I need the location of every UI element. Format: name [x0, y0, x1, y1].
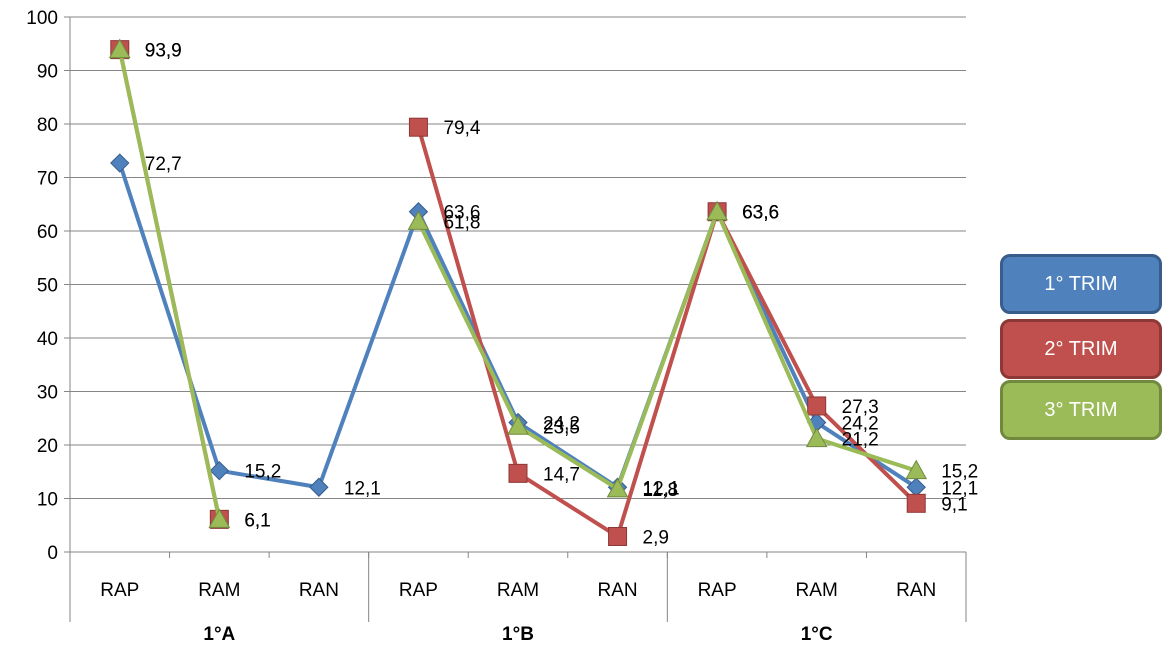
y-tick-label: 10 [37, 490, 58, 511]
data-point [309, 477, 329, 497]
y-tick-label: 90 [37, 62, 58, 83]
data-label: 63,6 [742, 203, 779, 224]
x-tick-label: RAM [796, 580, 838, 601]
data-label: 11,8 [643, 480, 679, 501]
y-tick-label: 100 [26, 8, 58, 29]
data-point [110, 153, 130, 173]
data-label: 24,2 [842, 414, 879, 435]
series-3 [108, 38, 928, 528]
data-label: 63,6 [443, 203, 480, 224]
data-labels: 72,715,212,163,624,212,163,624,212,193,9… [145, 41, 978, 549]
y-tick-label: 80 [37, 115, 58, 136]
y-tick-label: 60 [37, 222, 58, 243]
data-label: 14,7 [543, 464, 580, 485]
x-tick-label: RAP [100, 580, 139, 601]
data-point [108, 38, 131, 59]
data-label: 15,2 [941, 462, 978, 483]
series-line [416, 209, 917, 491]
data-point [606, 477, 629, 498]
data-label: 15,2 [244, 462, 281, 483]
data-label: 23,5 [543, 417, 580, 438]
x-tick-label: RAN [597, 580, 637, 601]
series-line [416, 126, 918, 539]
legend-item: 2° TRIM [1000, 319, 1162, 379]
data-point [508, 463, 528, 483]
data-point [706, 200, 728, 221]
x-tick-label: RAM [497, 580, 539, 601]
y-tick-label: 40 [37, 329, 58, 350]
y-tick-label: 20 [37, 436, 58, 457]
data-label: 9,1 [941, 494, 967, 515]
data-point [906, 493, 926, 513]
data-label: 12,1 [643, 478, 680, 499]
data-label: 93,9 [145, 41, 182, 62]
x-group-label: 1°C [801, 624, 833, 645]
data-label: 2,9 [643, 527, 669, 548]
x-tick-label: RAN [896, 580, 936, 601]
data-point [407, 210, 430, 230]
data-label: 6,1 [244, 510, 270, 531]
data-label: 63,6 [742, 203, 779, 224]
data-label: 12,1 [344, 478, 381, 499]
legend-item: 1° TRIM [1000, 254, 1162, 314]
x-tick-label: RAP [698, 580, 737, 601]
series-line [117, 49, 222, 520]
y-tick-label: 70 [37, 169, 58, 190]
series-line [117, 162, 918, 490]
data-point [905, 459, 928, 480]
y-tick-label: 30 [37, 383, 58, 404]
data-label: 24,2 [543, 414, 580, 435]
data-point [208, 508, 231, 528]
x-tick-label: RAN [299, 580, 339, 601]
x-tick-label: RAP [399, 580, 438, 601]
data-point [209, 460, 230, 481]
y-tick-label: 50 [37, 276, 58, 297]
data-label: 72,7 [145, 154, 182, 175]
x-group-label: 1°A [203, 624, 235, 645]
data-point [805, 427, 828, 448]
data-label: 79,4 [443, 118, 480, 139]
data-label: 61,8 [443, 212, 480, 233]
x-group-label: 1°B [502, 624, 534, 645]
data-point [608, 526, 628, 546]
axes: 0 10 20 30 40 50 60 70 80 90 100 1°A 1°B 1°C RAP RAM RAN… [26, 8, 967, 645]
data-point [807, 396, 827, 416]
data-label: 27,3 [842, 397, 879, 418]
data-label: 6,1 [244, 510, 270, 531]
y-tick-label: 0 [47, 543, 58, 564]
x-tick-label: RAM [198, 580, 240, 601]
gridlines [70, 16, 966, 499]
data-label: 21,2 [842, 430, 879, 451]
legend-item: 3° TRIM [1000, 380, 1162, 440]
data-label: 63,6 [742, 203, 779, 224]
data-point [507, 415, 529, 435]
data-label: 12,1 [941, 478, 978, 499]
data-label: 93,9 [145, 41, 182, 62]
series-layer [108, 38, 928, 546]
series-2 [110, 40, 926, 546]
data-point [408, 117, 428, 137]
